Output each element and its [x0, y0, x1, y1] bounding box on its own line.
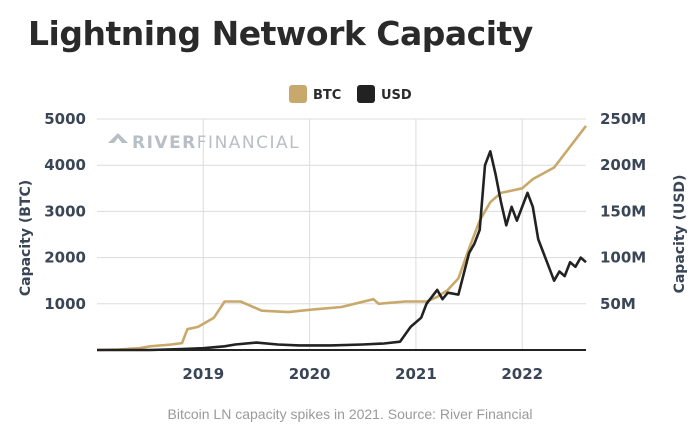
- y-left-tick-label: 2000: [44, 249, 86, 267]
- y-left-tick-label: 5000: [44, 110, 86, 128]
- watermark-text: RIVERFINANCIAL: [132, 133, 300, 153]
- y-left-tick-label: 1000: [44, 295, 86, 313]
- x-tick-label: 2019: [182, 365, 224, 383]
- y-right-tick-label: 100M: [600, 249, 646, 267]
- watermark-bold: RIVER: [132, 133, 197, 153]
- river-logo-icon: [108, 133, 128, 143]
- river-financial-watermark: RIVERFINANCIAL: [108, 133, 300, 153]
- x-tick-label: 2021: [395, 365, 437, 383]
- y-right-tick-label: 150M: [600, 202, 646, 220]
- legend-swatch-usd: [357, 85, 375, 103]
- y-left-tick-label: 3000: [44, 202, 86, 220]
- watermark-light: FINANCIAL: [197, 133, 300, 153]
- series-lines: [96, 125, 588, 352]
- y-right-tick-label: 50M: [600, 295, 636, 313]
- series-line-usd: [97, 150, 587, 352]
- axis-ticks: 1000 2000 3000 4000 5000 50M 100M 150M 200M 250M 2…: [44, 110, 646, 383]
- y-left-tick-label: 4000: [44, 156, 86, 174]
- x-tick-label: 2022: [501, 365, 543, 383]
- x-tick-label: 2020: [289, 365, 331, 383]
- legend: BTC USD: [289, 85, 412, 103]
- series-line-btc: [96, 125, 588, 352]
- y-right-tick-label: 250M: [600, 110, 646, 128]
- y-left-axis-label: Capacity (BTC): [18, 180, 34, 296]
- legend-label-btc: BTC: [313, 88, 341, 103]
- legend-label-usd: USD: [381, 88, 412, 103]
- grid-lines: [97, 118, 586, 350]
- legend-swatch-btc: [289, 85, 307, 103]
- y-right-axis-label: Capacity (USD): [672, 175, 688, 294]
- chart-caption: Bitcoin LN capacity spikes in 2021. Sour…: [167, 406, 533, 422]
- chart-title: Lightning Network Capacity: [28, 14, 533, 53]
- y-right-tick-label: 200M: [600, 156, 646, 174]
